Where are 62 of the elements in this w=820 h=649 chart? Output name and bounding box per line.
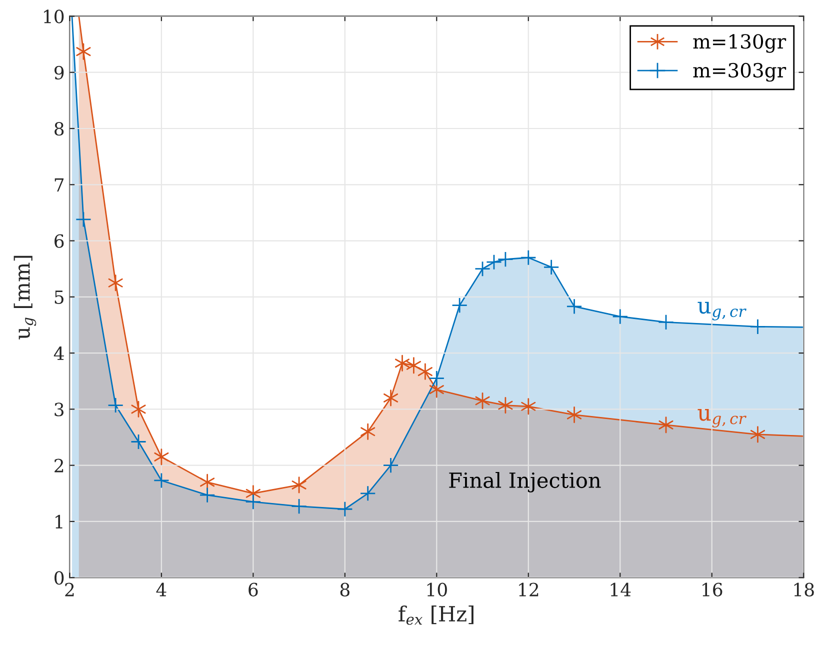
x-tick-label: 2 <box>65 582 74 596</box>
point <box>498 396 513 414</box>
point <box>336 501 353 518</box>
annotation: u$_{g,cr}$ <box>698 409 746 428</box>
point <box>130 434 146 450</box>
x-axis-title: f$_{ex}$ [Hz] <box>398 606 474 625</box>
y-tick-label: 1 <box>56 514 62 528</box>
point <box>497 251 514 268</box>
point <box>360 485 376 502</box>
point <box>566 298 582 314</box>
point <box>245 494 262 510</box>
point <box>153 472 170 488</box>
y-tick-label: 10 <box>44 10 64 24</box>
y-tick-label: 0 <box>54 571 64 585</box>
x-tick-label: 12 <box>519 582 538 596</box>
legend-label: m=303gr <box>693 62 786 82</box>
point <box>382 457 399 474</box>
point <box>566 406 582 424</box>
point <box>486 254 502 270</box>
y-tick-label: 3 <box>54 402 64 416</box>
point <box>394 354 410 372</box>
point <box>108 397 124 414</box>
x-tick-label: 16 <box>702 582 722 596</box>
y-tick-label: 4 <box>54 346 64 360</box>
point <box>108 274 123 292</box>
y-tick-label: 8 <box>54 122 64 136</box>
point <box>406 357 421 374</box>
point <box>474 260 490 277</box>
point <box>199 487 216 504</box>
point <box>521 398 536 415</box>
y-tick-label: 5 <box>54 290 64 304</box>
y-tick-label: 6 <box>54 234 64 248</box>
x-tick-label: 14 <box>610 582 631 596</box>
point <box>200 474 215 490</box>
point <box>76 43 91 60</box>
y-axis-title: u$_{g}$ [mm] <box>14 256 36 340</box>
point <box>360 423 376 440</box>
point <box>658 416 674 434</box>
point <box>418 363 432 380</box>
x-tick-label: 4 <box>156 582 166 596</box>
point <box>75 211 92 228</box>
x-tick-label: 6 <box>248 582 258 596</box>
point <box>452 297 468 314</box>
point <box>154 448 169 466</box>
point <box>428 370 445 386</box>
point <box>612 308 628 325</box>
point <box>750 426 766 443</box>
point <box>543 259 560 276</box>
point <box>292 476 306 494</box>
point <box>383 390 398 406</box>
y-tick-label: 9 <box>54 66 64 80</box>
y-tick-label: 7 <box>54 178 64 192</box>
x-tick-label: 18 <box>794 582 814 596</box>
y-tick-label: 2 <box>54 458 64 472</box>
annotation: u$_{g,cr}$ <box>698 302 746 320</box>
point <box>291 498 308 514</box>
legend-label: m=130gr <box>693 34 786 53</box>
x-tick-label: 8 <box>340 582 350 596</box>
annotation: Final Injection <box>449 472 601 492</box>
point <box>520 250 536 266</box>
point <box>658 314 674 330</box>
x-tick-label: 10 <box>427 582 447 596</box>
